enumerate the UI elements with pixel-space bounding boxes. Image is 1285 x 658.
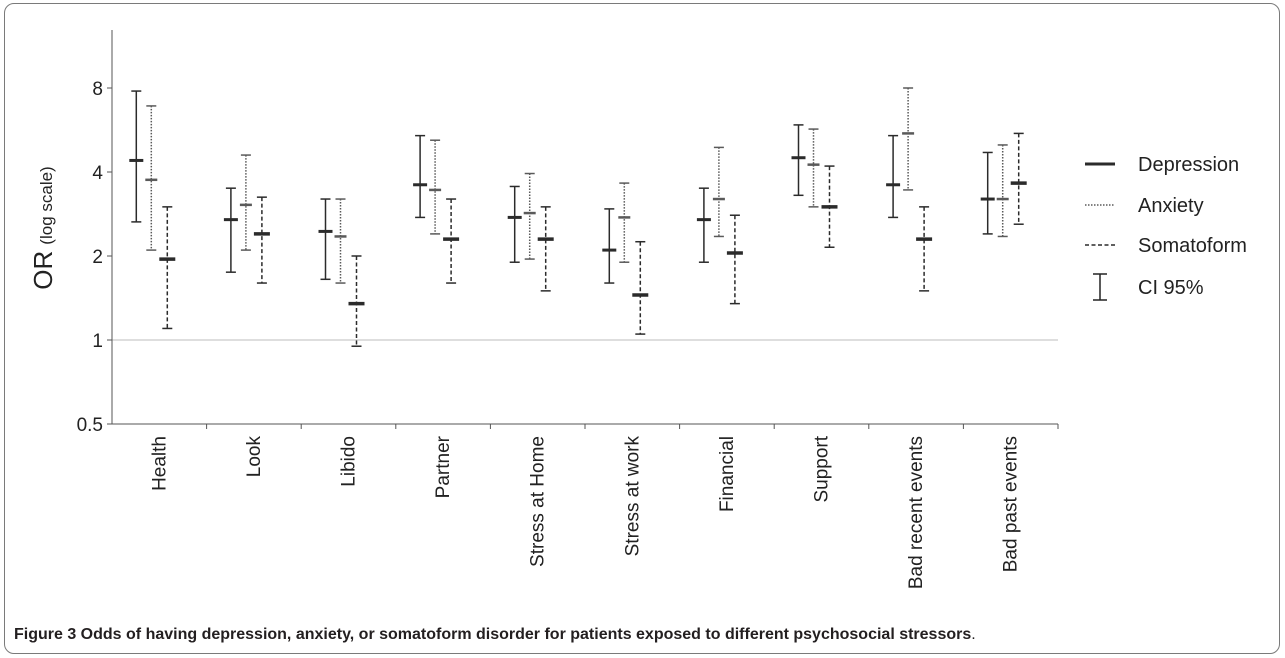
legend-label-ci-95: CI 95% — [1138, 277, 1204, 299]
axes — [107, 30, 1059, 429]
x-tick-label-look: Look — [244, 436, 265, 478]
y-axis-title: OR (log scale) — [28, 166, 58, 289]
legend: Depression Anxiety Somatoform CI 95% — [1085, 154, 1247, 301]
legend-label-anxiety: Anxiety — [1138, 195, 1204, 217]
x-tick-label-libido: Libido — [339, 436, 360, 487]
x-tick-label-bad-past-events: Bad past events — [1001, 436, 1022, 572]
x-tick-label-financial: Financial — [717, 436, 738, 512]
x-tick-label-bad-recent-events: Bad recent events — [906, 436, 927, 589]
y-tick-label: 1 — [92, 331, 103, 352]
x-tick-label-stress-at-work: Stress at work — [622, 436, 643, 557]
chart: 0.5 1 2 4 8 OR (log scale) Health Look Libido Part… — [28, 30, 1247, 589]
legend-label-somatoform: Somatoform — [1138, 235, 1247, 257]
x-tick-label-health: Health — [149, 436, 170, 491]
series-somatoform — [159, 132, 1027, 347]
caption-text: Odds of having depression, anxiety, or s… — [76, 626, 972, 643]
y-tick-label: 8 — [92, 79, 103, 100]
series-layer — [129, 87, 1027, 347]
y-tick-label: 4 — [92, 163, 103, 184]
figure-frame — [4, 3, 1280, 654]
y-tick-label: 2 — [92, 247, 103, 268]
x-tick-label-stress-at-home: Stress at Home — [528, 436, 549, 567]
figure-caption: Figure 3 Odds of having depression, anxi… — [14, 626, 976, 644]
caption-label: Figure 3 — [14, 626, 77, 643]
y-axis-title-main: OR — [28, 251, 58, 290]
x-tick-label-support: Support — [812, 435, 833, 502]
x-tick-label-partner: Partner — [433, 435, 454, 498]
series-anxiety — [145, 87, 1009, 284]
caption-end: . — [971, 626, 976, 643]
labels-layer: 0.5 1 2 4 8 OR (log scale) Health Look Libido Part… — [28, 79, 1022, 589]
series-depression — [129, 90, 995, 284]
y-tick-label: 0.5 — [77, 415, 103, 436]
legend-label-depression: Depression — [1138, 154, 1239, 176]
y-axis-title-suffix: (log scale) — [37, 166, 56, 244]
